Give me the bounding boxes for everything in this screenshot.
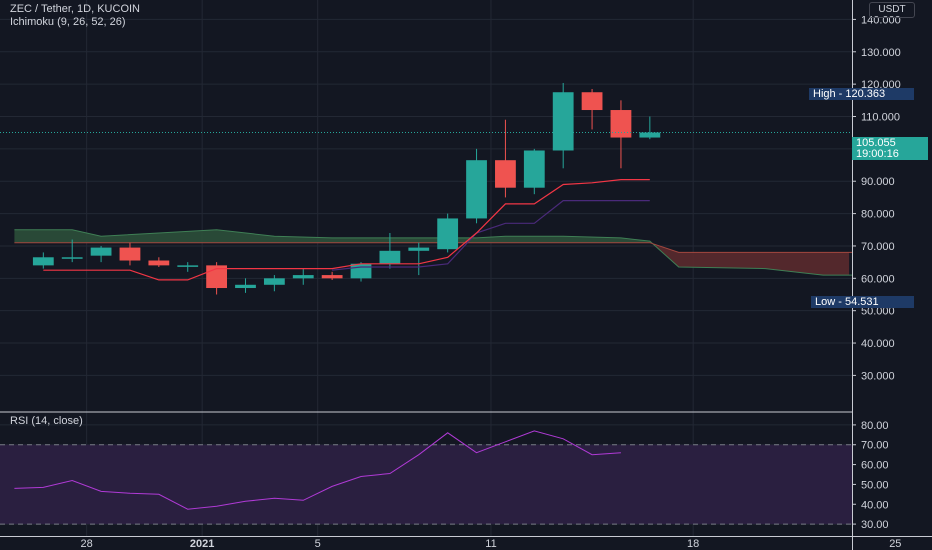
candle-body-up [263,278,285,285]
rsi-line [14,430,621,510]
candle-body-up [408,247,430,251]
price-tick-label: 60.000 [861,273,895,285]
rsi-tick-label: 30.00 [861,519,889,531]
ichimoku-conversion-line [43,179,650,281]
symbol-title[interactable]: ZEC / Tether, 1D, KUCOIN [10,3,141,15]
price-tick-label: 80.000 [861,209,895,221]
ichimoku-legend[interactable]: Ichimoku (9, 26, 52, 26) [10,16,126,28]
high-price-tag: High - 120.363 [809,88,914,100]
candle-body-down [610,110,632,138]
time-tick-label: 2021 [190,538,214,550]
rsi-tick-label: 40.00 [861,499,889,511]
ichimoku-span-b [14,242,852,253]
candle-body-up [90,247,112,256]
candle-body-up [379,250,401,264]
price-tick-label: 70.000 [861,241,895,253]
ichimoku-span-a [14,229,852,276]
candle-body-up [235,284,256,289]
ichimoku-cloud-bearish [655,244,850,276]
rsi-tick-label: 70.00 [861,440,889,452]
candle-body-up [177,265,199,267]
time-tick-label: 25 [889,538,901,550]
price-tick-label: 30.000 [861,370,895,382]
rsi-band [0,444,852,525]
rsi-tick-label: 60.00 [861,460,889,472]
price-tick-label: 40.000 [861,338,895,350]
price-tick-label: 110.000 [861,112,900,124]
candle-body-up [350,263,372,279]
time-tick-label: 11 [485,538,496,550]
candle-body-up [61,257,83,259]
time-tick-label: 5 [315,538,321,550]
candle-body-up [552,92,574,151]
candle-body-down [148,260,170,266]
low-price-tag: Low - 54.531 [811,296,914,308]
candle-body-up [639,132,661,138]
last-price-tag: 105.055 [852,137,928,149]
candle-body-down [581,92,603,111]
candle-body-up [437,218,459,250]
candle-body-up [466,160,487,219]
rsi-tick-label: 80.00 [861,420,889,432]
rsi-legend[interactable]: RSI (14, close) [10,415,83,427]
bar-countdown-tag: 19:00:16 [852,148,928,160]
candle-body-down [495,160,516,188]
price-tick-label: 50.000 [861,306,895,318]
price-tick-label: 130.000 [861,47,901,59]
candle-body-up [32,257,54,266]
candle-body-down [321,275,343,279]
time-tick-label: 18 [687,538,699,550]
rsi-tick-label: 50.00 [861,479,889,491]
candle-body-up [523,150,545,188]
price-tick-label: 90.000 [861,176,895,188]
currency-button[interactable]: USDT [869,2,915,18]
candle-body-up [292,275,314,279]
time-tick-label: 28 [81,538,93,550]
candle-body-down [119,247,141,261]
